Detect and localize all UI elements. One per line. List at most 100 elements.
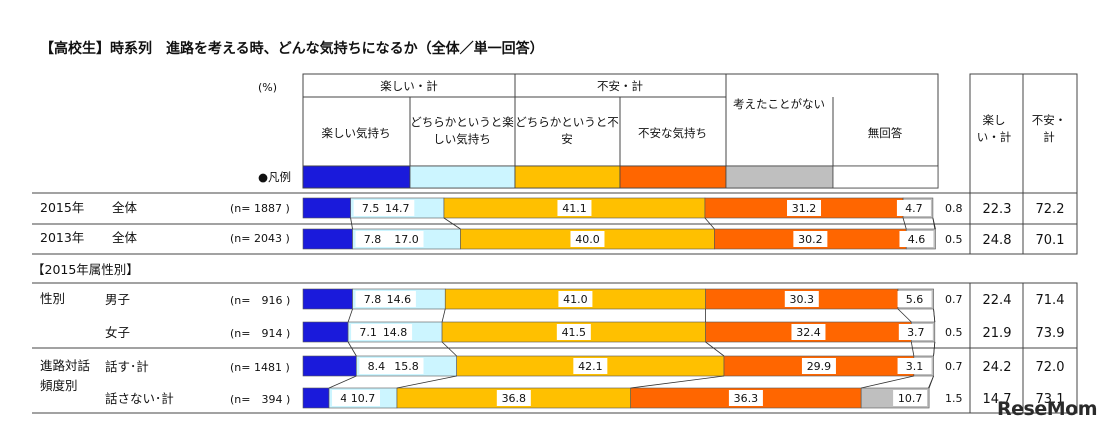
value-label: 42.1 <box>578 360 603 373</box>
column-header-somewhat-fun: どちらかというと楽しい気持ち <box>410 115 514 147</box>
value-label: 4.7 <box>905 202 923 215</box>
bar-segment <box>302 228 353 250</box>
row-n-2013: (n= 2043 ) <box>230 232 290 245</box>
connector-line <box>897 308 912 323</box>
chart-title: 【高校生】時系列 進路を考える時、どんな気持ちになるか（全体／単一回答） <box>40 41 544 57</box>
right-header-anxiety-total: 不安・計 <box>1031 113 1067 145</box>
value-label: 30.3 <box>790 293 815 306</box>
value-label-bg <box>896 200 931 216</box>
bar-segment <box>302 387 330 409</box>
value-label: 29.9 <box>807 360 832 373</box>
connector-line <box>902 217 907 230</box>
value-label-bg <box>355 231 390 247</box>
bar-segment <box>302 288 353 310</box>
value-label: 36.8 <box>502 392 527 405</box>
row-label-no-talk: 話さない･計 <box>105 391 174 406</box>
value-label: 7.8 <box>364 293 382 306</box>
bar-segment <box>302 355 357 377</box>
connector-line <box>396 375 457 389</box>
value-label: 10.7 <box>898 392 923 405</box>
connector-line <box>933 308 936 323</box>
connector-line <box>910 341 915 357</box>
value-label: 40.0 <box>575 233 600 246</box>
value-label-bg <box>496 390 531 406</box>
value-label: 41.5 <box>562 326 587 339</box>
anxiety-total-value: 72.0 <box>1036 360 1065 375</box>
value-label: 14.7 <box>385 202 410 215</box>
value-label-bg <box>784 291 819 307</box>
value-label: 3.1 <box>906 360 924 373</box>
group-header-anxiety: 不安・計 <box>597 79 643 93</box>
value-label-bg <box>355 291 390 307</box>
resemom-logo: ReseMom <box>997 398 1097 420</box>
fun-total-value: 22.4 <box>983 293 1012 308</box>
value-label-no-answer: 0.8 <box>945 202 963 215</box>
connector-line <box>704 217 715 230</box>
value-label-bg <box>728 390 763 406</box>
row-n-male: (n= 916 ) <box>230 294 291 307</box>
value-label: 7.1 <box>359 326 377 339</box>
value-label: 17.0 <box>394 233 419 246</box>
legend-label: ●凡例 <box>258 170 292 184</box>
connector-line <box>441 308 446 323</box>
value-label-bg <box>791 324 826 340</box>
value-label-bg <box>346 390 381 406</box>
value-label-bg <box>351 324 386 340</box>
fun-total-value: 21.9 <box>983 326 1012 341</box>
value-label-bg <box>787 200 822 216</box>
value-label: 4.6 <box>908 233 926 246</box>
connector-line <box>350 217 353 230</box>
group-label-gender: 性別 <box>40 291 66 306</box>
fun-total-value: 24.2 <box>983 360 1012 375</box>
row-label-2015: 全体 <box>112 200 138 215</box>
value-label: 14.8 <box>383 326 408 339</box>
value-label-bg <box>389 358 424 374</box>
value-label: 7.8 <box>364 233 382 246</box>
value-label-bg <box>389 231 424 247</box>
value-label-bg <box>793 231 828 247</box>
value-label-bg <box>573 358 608 374</box>
row-label-talk: 話す･計 <box>105 359 149 374</box>
row-label-male: 男子 <box>105 292 131 307</box>
unit-label: (%) <box>258 81 278 94</box>
connector-line <box>328 375 357 389</box>
value-label-bg <box>570 231 605 247</box>
connector-line <box>441 341 457 357</box>
value-label-bg <box>557 200 592 216</box>
row-label-female: 女子 <box>105 325 131 340</box>
anxiety-total-value: 73.1 <box>1036 392 1065 407</box>
value-label-no-answer: 0.7 <box>945 360 963 373</box>
right-header-fun-total: 楽しい・計 <box>976 113 1012 145</box>
anxiety-total-value: 73.9 <box>1036 326 1065 341</box>
row-year-2013: 2013年 <box>40 230 85 245</box>
value-label: 14.6 <box>387 293 412 306</box>
value-label-bg <box>898 324 933 340</box>
value-label: 3.7 <box>907 326 925 339</box>
connector-line <box>705 341 725 357</box>
row-n-2015: (n= 1887 ) <box>230 202 290 215</box>
row-year-2015: 2015年 <box>40 200 85 215</box>
value-label-no-answer: 0.5 <box>945 326 963 339</box>
value-label-bg <box>359 358 394 374</box>
legend-swatch-6 <box>832 165 939 189</box>
group-label-talk: 進路対話頻度別 <box>40 358 91 393</box>
connector-line <box>630 375 725 389</box>
value-label-bg <box>558 291 593 307</box>
value-label: 41.1 <box>562 202 587 215</box>
value-label-bg <box>801 358 836 374</box>
value-label-bg <box>893 390 928 406</box>
connector-line <box>932 217 936 230</box>
value-label-no-answer: 1.5 <box>945 392 963 405</box>
value-label-bg <box>378 324 413 340</box>
row-n-no-talk: (n= 394 ) <box>230 393 291 406</box>
value-label-bg <box>380 200 415 216</box>
value-label: 10.7 <box>351 392 376 405</box>
fun-total-value: 22.3 <box>983 202 1012 217</box>
value-label-bg <box>897 358 932 374</box>
column-header-no-answer: 無回答 <box>867 126 903 140</box>
column-header-never-thought: 考えたことがない <box>733 97 825 111</box>
value-label: 8.4 <box>368 360 386 373</box>
connector-line <box>928 375 934 389</box>
connector-line <box>861 375 914 389</box>
